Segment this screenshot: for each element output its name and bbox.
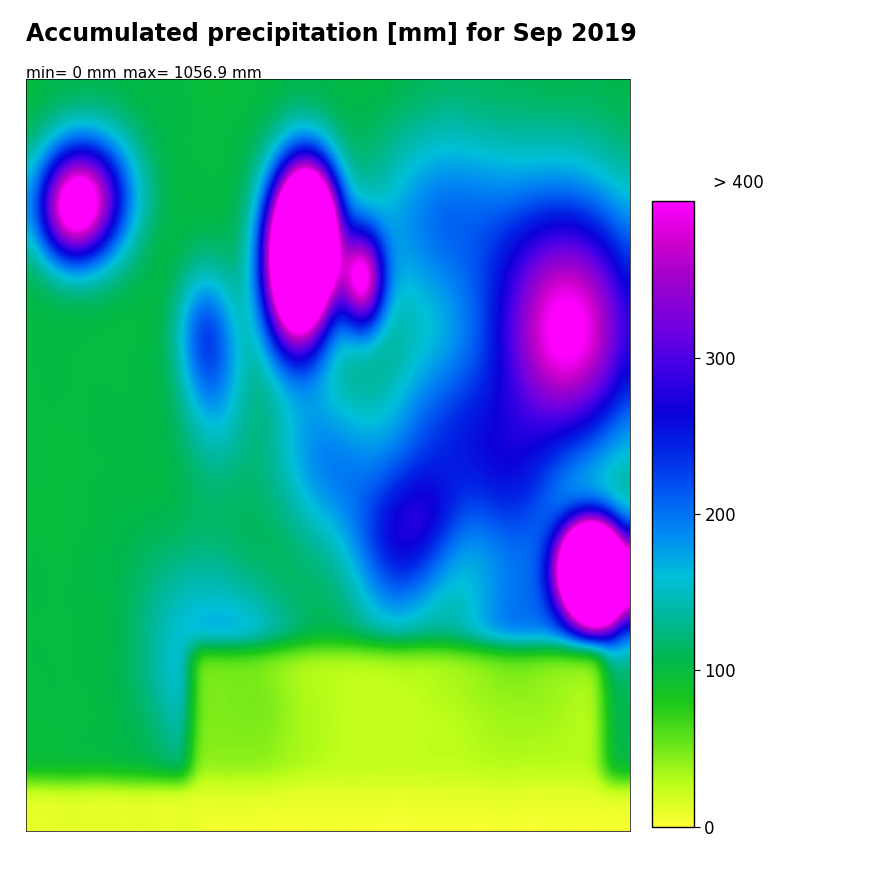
Text: min= 0 mm: min= 0 mm xyxy=(26,66,117,80)
Text: Accumulated precipitation [mm] for Sep 2019: Accumulated precipitation [mm] for Sep 2… xyxy=(26,22,637,46)
Text: > 400: > 400 xyxy=(713,174,764,192)
Text: max= 1056.9 mm: max= 1056.9 mm xyxy=(123,66,262,80)
